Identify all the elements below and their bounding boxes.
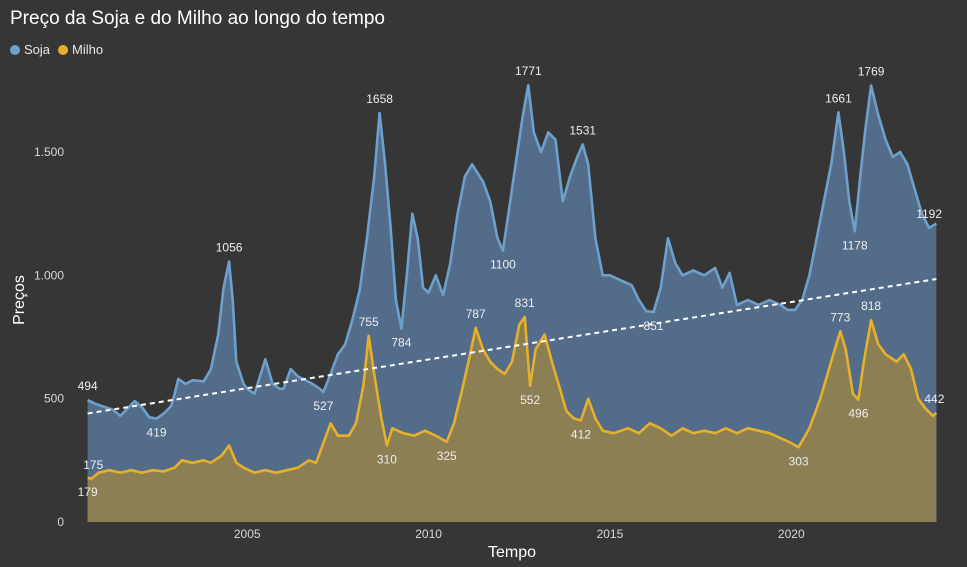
y-tick-label: 1.000 (34, 268, 64, 282)
data-label-soja: 1531 (569, 123, 596, 137)
data-label-milho: 179 (78, 485, 98, 499)
x-tick-label: 2005 (234, 527, 261, 541)
data-label-milho: 175 (83, 458, 103, 472)
data-label-soja: 851 (643, 319, 663, 333)
data-label-soja: 494 (78, 379, 98, 393)
data-label-soja: 784 (391, 336, 411, 350)
data-label-soja: 1658 (366, 92, 393, 106)
data-label-milho: 310 (377, 453, 397, 467)
data-label-soja: 419 (147, 426, 167, 440)
data-label-milho: 787 (466, 307, 486, 321)
x-tick-label: 2015 (597, 527, 624, 541)
y-tick-label: 0 (57, 515, 64, 529)
y-tick-label: 500 (44, 392, 64, 406)
legend-label-soja: Soja (24, 42, 51, 57)
data-label-milho: 773 (830, 310, 850, 324)
data-label-soja: 1192 (916, 207, 942, 221)
data-label-milho: 412 (571, 427, 591, 441)
legend-marker-milho (58, 44, 69, 55)
data-label-soja: 1056 (216, 241, 243, 255)
data-label-milho: 325 (437, 449, 457, 463)
data-label-soja: 1661 (825, 91, 852, 105)
data-label-soja: 1769 (858, 65, 885, 79)
legend-item-soja[interactable]: Soja (10, 42, 50, 57)
data-label-soja: 1100 (490, 258, 516, 272)
data-label-milho: 442 (924, 392, 944, 406)
series-line-milho[interactable] (87, 315, 938, 481)
data-label-soja: 1178 (842, 238, 868, 252)
data-label-milho: 496 (848, 407, 868, 421)
x-tick-label: 2020 (778, 527, 805, 541)
data-label-milho: 303 (789, 454, 809, 468)
data-label-milho: 755 (359, 315, 379, 329)
y-axis-title: Preços (11, 275, 28, 325)
x-axis-title: Tempo (488, 544, 536, 561)
legend-marker-soja (10, 44, 20, 55)
area-soja (87, 85, 937, 522)
legend: Soja Milho (10, 42, 103, 57)
legend-label-milho: Milho (72, 42, 104, 57)
y-tick-label: 1.500 (34, 145, 64, 159)
data-label-milho: 552 (520, 393, 540, 407)
legend-item-milho[interactable]: Milho (58, 42, 103, 57)
data-label-milho: 818 (861, 299, 881, 313)
data-label-soja: 527 (313, 399, 333, 413)
x-tick-label: 2010 (415, 527, 442, 541)
chart-title: Preço da Soja e do Milho ao longo do tem… (10, 8, 385, 29)
data-label-soja: 1771 (515, 64, 542, 78)
area-milho (87, 317, 937, 522)
data-label-milho: 831 (515, 296, 535, 310)
